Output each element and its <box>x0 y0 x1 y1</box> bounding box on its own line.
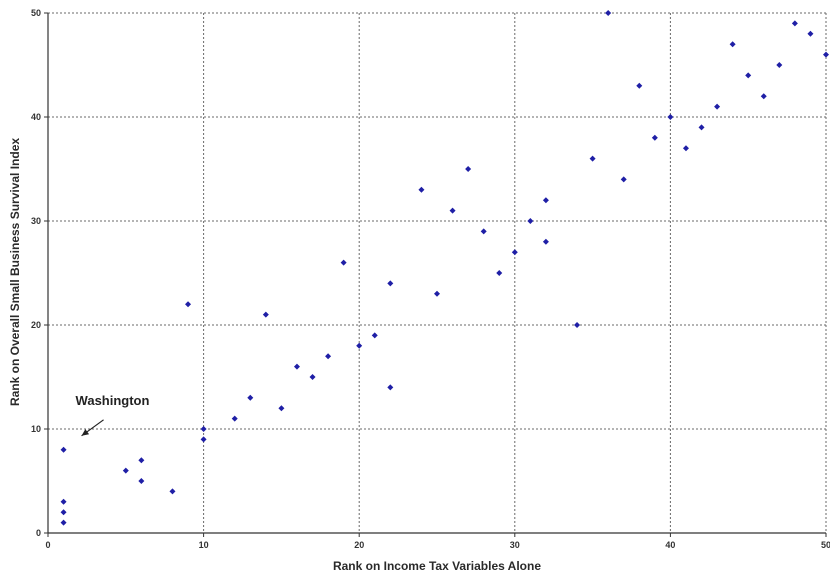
data-point <box>729 41 736 48</box>
annotation-label: Washington <box>76 393 150 408</box>
data-point <box>480 228 487 235</box>
x-tick-label: 20 <box>354 540 364 550</box>
y-tick-label: 50 <box>31 8 41 18</box>
data-point <box>231 415 238 422</box>
data-point <box>387 280 394 287</box>
x-tick-label: 50 <box>821 540 830 550</box>
data-point <box>760 93 767 100</box>
data-point <box>340 259 347 266</box>
data-point <box>60 446 67 453</box>
data-point <box>745 72 752 79</box>
data-point <box>200 436 207 443</box>
data-point <box>496 270 503 276</box>
data-point <box>667 114 674 120</box>
data-point <box>185 301 192 308</box>
x-tick-label: 0 <box>45 540 50 550</box>
data-point <box>542 197 549 204</box>
x-tick-label: 30 <box>510 540 520 550</box>
data-point <box>511 249 518 256</box>
grid-lines <box>48 12 827 533</box>
data-point <box>169 488 176 495</box>
y-axis-title: Rank on Overall Small Business Survival … <box>8 138 22 406</box>
data-point <box>122 467 129 474</box>
data-point <box>527 218 534 224</box>
y-tick-label: 20 <box>31 320 41 330</box>
data-point <box>418 186 425 193</box>
data-point <box>465 166 472 172</box>
axes <box>44 12 827 537</box>
data-point <box>247 394 254 401</box>
x-axis-title: Rank on Income Tax Variables Alone <box>333 559 541 573</box>
y-tick-labels: 0 10 20 30 40 50 <box>31 8 41 538</box>
data-point <box>574 322 581 328</box>
y-tick-label: 10 <box>31 424 41 434</box>
y-tick-label: 30 <box>31 216 41 226</box>
data-point <box>138 457 145 464</box>
data-point <box>60 509 67 516</box>
data-point <box>371 332 378 339</box>
data-point <box>138 478 145 484</box>
data-point <box>60 498 67 505</box>
data-point <box>60 519 67 526</box>
x-tick-labels: 0 10 20 30 40 50 <box>45 540 830 550</box>
data-point <box>605 10 612 16</box>
data-point <box>791 20 798 27</box>
data-points <box>60 10 829 526</box>
data-point <box>807 30 814 37</box>
x-tick-label: 10 <box>199 540 209 550</box>
data-point <box>698 124 705 131</box>
x-tick-label: 40 <box>665 540 675 550</box>
annotations: Washington <box>76 393 150 437</box>
data-point <box>325 353 332 360</box>
data-point <box>651 134 658 141</box>
data-point <box>293 363 300 370</box>
data-point <box>356 342 363 349</box>
data-point <box>278 405 285 412</box>
data-point <box>714 103 721 110</box>
data-point <box>589 155 596 162</box>
data-point <box>542 238 549 245</box>
data-point <box>682 145 689 152</box>
data-point <box>309 374 316 380</box>
data-point <box>434 290 440 297</box>
annotation-arrow-head <box>81 429 90 436</box>
data-point <box>387 384 394 391</box>
data-point <box>449 207 456 214</box>
data-point <box>823 51 829 58</box>
data-point <box>200 426 207 432</box>
data-point <box>262 311 269 318</box>
data-point <box>776 62 783 68</box>
data-point <box>636 82 643 89</box>
y-tick-label: 40 <box>31 112 41 122</box>
y-tick-label: 0 <box>36 528 41 538</box>
data-point <box>620 176 627 183</box>
